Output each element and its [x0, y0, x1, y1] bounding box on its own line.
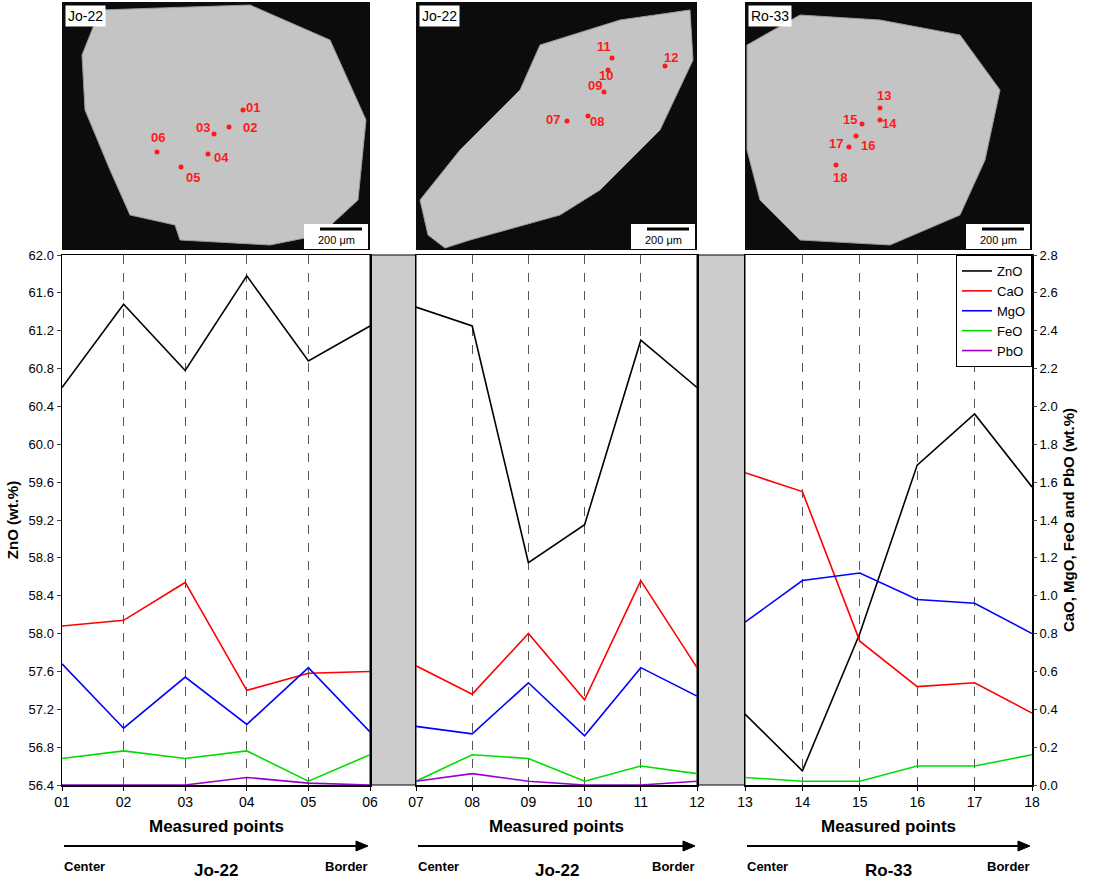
- svg-text:200 μm: 200 μm: [318, 234, 355, 246]
- svg-text:61.2: 61.2: [29, 323, 54, 338]
- svg-text:15: 15: [852, 794, 868, 810]
- svg-text:Measured points: Measured points: [489, 817, 624, 836]
- svg-text:04: 04: [239, 794, 255, 810]
- svg-text:11: 11: [597, 39, 611, 54]
- svg-text:18: 18: [833, 170, 847, 185]
- svg-text:09: 09: [521, 794, 537, 810]
- svg-text:0.6: 0.6: [1040, 664, 1058, 679]
- svg-text:14: 14: [882, 116, 897, 131]
- svg-text:08: 08: [590, 114, 604, 129]
- svg-text:ZnO: ZnO: [997, 264, 1022, 279]
- svg-text:CaO, MgO, FeO and PbO (wt.%): CaO, MgO, FeO and PbO (wt.%): [1060, 408, 1077, 632]
- svg-text:MgO: MgO: [997, 304, 1025, 319]
- svg-text:60.8: 60.8: [29, 361, 54, 376]
- svg-text:0.0: 0.0: [1040, 778, 1058, 793]
- svg-text:61.6: 61.6: [29, 285, 54, 300]
- svg-text:04: 04: [214, 150, 229, 165]
- svg-text:59.6: 59.6: [29, 475, 54, 490]
- svg-text:Jo-22: Jo-22: [194, 861, 238, 880]
- svg-text:Center: Center: [64, 859, 105, 874]
- svg-text:07: 07: [546, 112, 560, 127]
- svg-text:ZnO (wt.%): ZnO (wt.%): [4, 481, 21, 559]
- svg-text:200 μm: 200 μm: [645, 234, 682, 246]
- svg-text:CaO: CaO: [997, 284, 1024, 299]
- svg-text:2.4: 2.4: [1040, 323, 1058, 338]
- svg-text:60.0: 60.0: [29, 437, 54, 452]
- svg-text:18: 18: [1024, 794, 1040, 810]
- svg-text:Jo-22: Jo-22: [422, 8, 457, 24]
- svg-text:2.6: 2.6: [1040, 285, 1058, 300]
- svg-text:15: 15: [843, 112, 857, 127]
- svg-text:09: 09: [588, 78, 602, 93]
- svg-text:1.4: 1.4: [1040, 513, 1058, 528]
- svg-text:Jo-22: Jo-22: [535, 861, 579, 880]
- svg-text:05: 05: [301, 794, 317, 810]
- svg-text:02: 02: [116, 794, 132, 810]
- svg-text:1.8: 1.8: [1040, 437, 1058, 452]
- svg-text:58.8: 58.8: [29, 550, 54, 565]
- svg-text:Border: Border: [987, 859, 1030, 874]
- svg-text:1.0: 1.0: [1040, 588, 1058, 603]
- svg-text:07: 07: [408, 794, 424, 810]
- svg-text:2.2: 2.2: [1040, 361, 1058, 376]
- svg-text:Measured points: Measured points: [821, 817, 956, 836]
- svg-text:02: 02: [243, 120, 257, 135]
- svg-text:Center: Center: [418, 859, 459, 874]
- svg-text:06: 06: [362, 794, 378, 810]
- svg-text:01: 01: [54, 794, 70, 810]
- svg-text:56.4: 56.4: [29, 778, 54, 793]
- svg-text:58.4: 58.4: [29, 588, 54, 603]
- svg-text:08: 08: [464, 794, 480, 810]
- svg-text:12: 12: [664, 50, 678, 65]
- svg-text:Border: Border: [652, 859, 695, 874]
- svg-text:Jo-22: Jo-22: [68, 8, 103, 24]
- svg-text:60.4: 60.4: [29, 399, 54, 414]
- svg-text:2.0: 2.0: [1040, 399, 1058, 414]
- svg-text:Border: Border: [325, 859, 368, 874]
- svg-text:12: 12: [689, 794, 705, 810]
- svg-text:03: 03: [177, 794, 193, 810]
- svg-text:16: 16: [861, 138, 875, 153]
- svg-text:10: 10: [599, 68, 613, 83]
- svg-text:58.0: 58.0: [29, 626, 54, 641]
- svg-text:01: 01: [246, 100, 260, 115]
- svg-text:17: 17: [829, 136, 843, 151]
- svg-text:Ro-33: Ro-33: [865, 861, 912, 880]
- svg-text:1.6: 1.6: [1040, 475, 1058, 490]
- svg-text:03: 03: [196, 120, 210, 135]
- svg-text:57.6: 57.6: [29, 664, 54, 679]
- svg-text:05: 05: [186, 170, 200, 185]
- svg-text:62.0: 62.0: [29, 248, 54, 263]
- svg-text:13: 13: [877, 88, 891, 103]
- svg-text:0.2: 0.2: [1040, 740, 1058, 755]
- svg-text:59.2: 59.2: [29, 513, 54, 528]
- svg-text:Ro-33: Ro-33: [751, 8, 789, 24]
- svg-text:FeO: FeO: [997, 324, 1022, 339]
- svg-text:06: 06: [151, 130, 165, 145]
- svg-text:11: 11: [634, 794, 649, 810]
- svg-text:17: 17: [967, 794, 983, 810]
- svg-text:1.2: 1.2: [1040, 550, 1058, 565]
- svg-text:16: 16: [909, 794, 925, 810]
- svg-text:13: 13: [737, 794, 753, 810]
- svg-text:2.8: 2.8: [1040, 248, 1058, 263]
- svg-text:PbO: PbO: [997, 344, 1023, 359]
- svg-text:57.2: 57.2: [29, 702, 54, 717]
- svg-text:Measured points: Measured points: [149, 817, 284, 836]
- svg-text:56.8: 56.8: [29, 740, 54, 755]
- svg-text:0.8: 0.8: [1040, 626, 1058, 641]
- svg-text:14: 14: [795, 794, 811, 810]
- svg-text:0.4: 0.4: [1040, 702, 1058, 717]
- svg-text:10: 10: [577, 794, 593, 810]
- svg-text:Center: Center: [747, 859, 788, 874]
- svg-text:200 μm: 200 μm: [980, 234, 1017, 246]
